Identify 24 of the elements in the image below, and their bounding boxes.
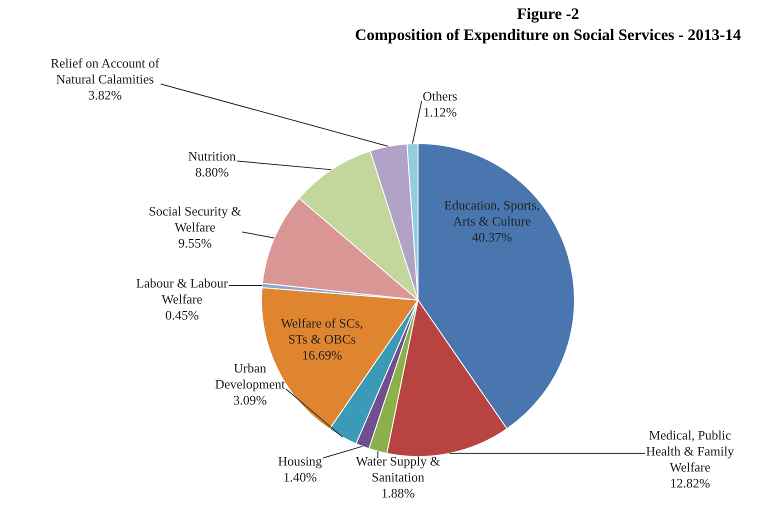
- slice-label: Relief on Account of Natural Calamities: [50, 55, 160, 86]
- data-label: 16.69%: [302, 347, 342, 362]
- slice-label: Others: [422, 88, 458, 104]
- data-label: 12.82%: [670, 475, 710, 490]
- slice-label: Housing: [278, 453, 323, 468]
- data-label: 40.37%: [472, 229, 512, 244]
- data-label: 0.45%: [165, 307, 199, 322]
- data-label: 9.55%: [178, 235, 212, 250]
- data-label: 8.80%: [195, 164, 229, 180]
- slice-label: Labour & Labour Welfare: [136, 275, 229, 306]
- data-label: 1.12%: [423, 104, 457, 120]
- slice-label: Urban Development: [214, 360, 286, 392]
- slice-label: Welfare of SCs, STs & OBCs: [280, 315, 364, 346]
- slice-label: Social Security & Welfare: [148, 203, 242, 234]
- chart-subtitle: Composition of Expenditure on Social Services - 2013-14: [354, 26, 742, 46]
- slice-label: Water Supply & Sanitation: [356, 453, 440, 484]
- data-label: 3.09%: [233, 392, 267, 408]
- data-label: 3.82%: [88, 87, 122, 102]
- slice-label: Education, Sports, Arts & Culture: [444, 197, 540, 228]
- slice-label: Medical, Public Health & Family Welfare: [646, 427, 735, 474]
- chart-title: Figure -2: [516, 5, 580, 25]
- slice-label: Nutrition: [188, 148, 236, 164]
- data-label: 1.40%: [283, 469, 317, 484]
- data-label: 1.88%: [381, 485, 415, 500]
